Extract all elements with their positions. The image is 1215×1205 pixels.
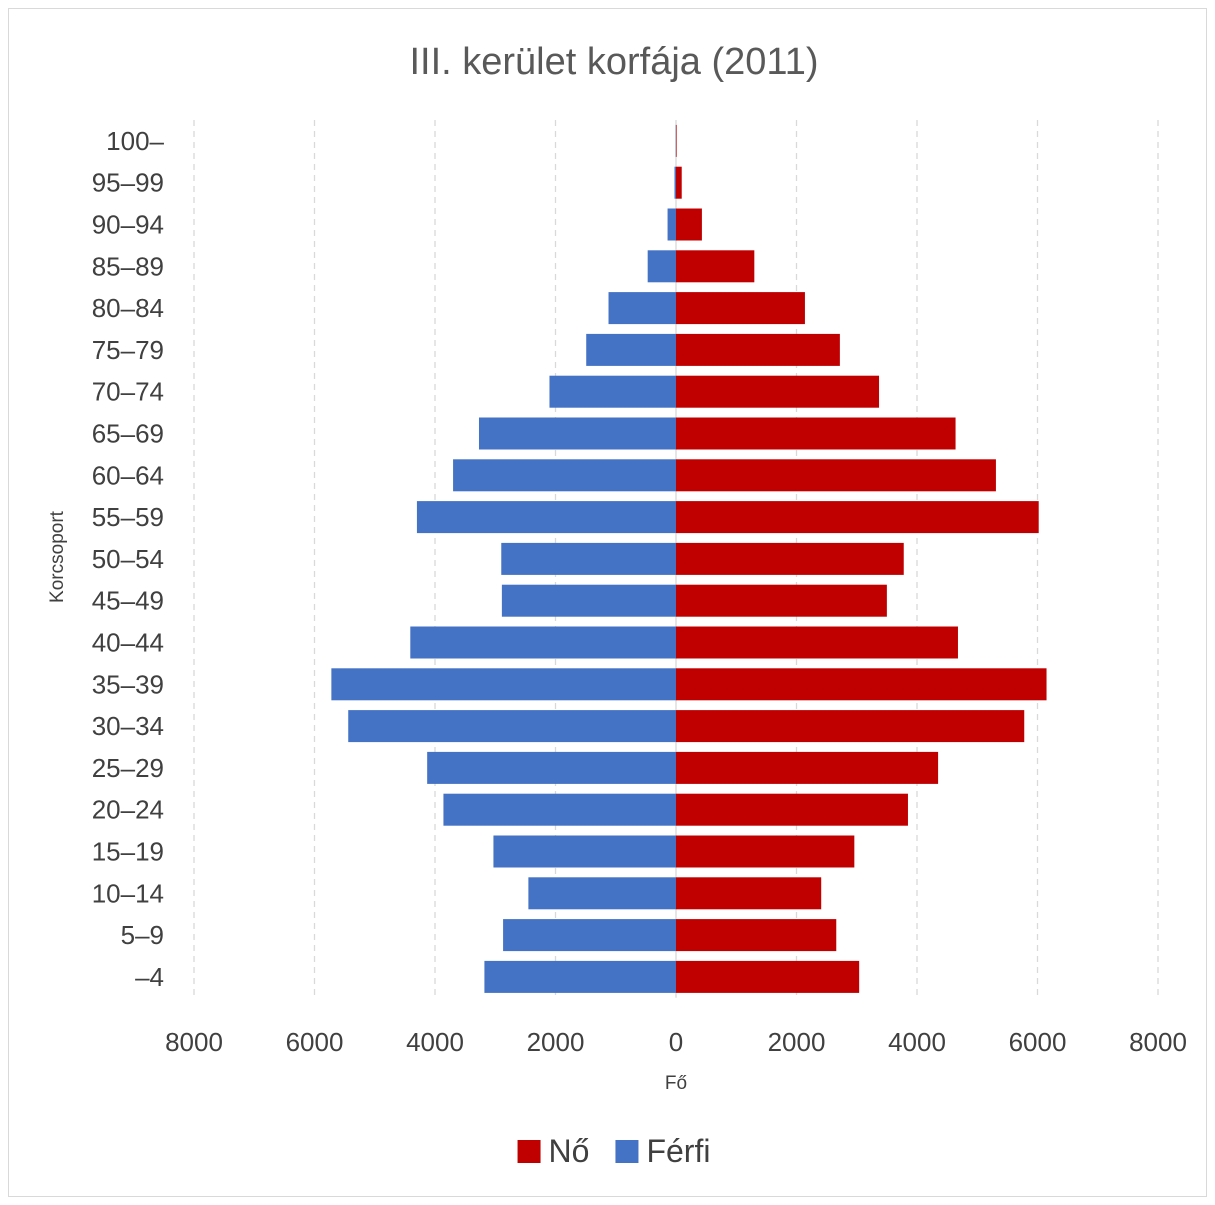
y-tick-label: 60–64 [92,460,164,490]
female-bar [676,877,822,910]
y-tick-label: 55–59 [92,502,164,532]
y-tick-label: 80–84 [92,293,164,323]
male-bar [443,793,676,826]
female-bar [676,584,887,617]
population-pyramid-chart: III. kerület korfája (2011) –4 5–9 10–14 15… [47,41,1187,1169]
female-bar [676,208,702,241]
chart-title: III. kerület korfája (2011) [409,41,818,83]
female-bar [676,417,956,450]
chart-frame: III. kerület korfája (2011) –4 5–9 10–14 15… [8,8,1207,1197]
y-tick-label: 75–79 [92,335,164,365]
y-tick-label: 100– [106,126,164,156]
male-bar [453,459,676,492]
y-tick-label: 25–29 [92,753,164,783]
legend-label: Nő [549,1133,590,1169]
y-axis-title: Korcsoport [47,510,68,603]
y-tick-label: 5–9 [121,920,164,950]
male-bar [528,877,676,910]
female-bar [676,501,1039,534]
female-bar [676,960,860,993]
female-bar [676,459,996,492]
female-bar [676,542,904,575]
bars [331,124,1047,993]
y-tick-label: 35–39 [92,669,164,699]
female-bar [676,375,880,408]
female-bar [676,124,677,157]
x-tick-label: 4000 [888,1027,946,1057]
x-axis-title: Fő [665,1073,687,1094]
male-bar [667,208,676,241]
female-bar [676,835,855,868]
legend: Nő Férfi [517,1133,710,1169]
x-tick-label: 2000 [527,1027,585,1057]
y-tick-label: 20–24 [92,795,164,825]
male-bar [416,501,676,534]
x-tick-label: 0 [669,1027,683,1057]
female-bar [676,626,958,659]
male-bar [647,250,676,283]
y-tick-label: 85–89 [92,251,164,281]
legend-swatch [517,1140,541,1163]
female-bar [676,250,755,283]
x-tick-label: 4000 [406,1027,464,1057]
male-bar [410,626,676,659]
y-tick-label: 90–94 [92,210,164,240]
female-bar [676,668,1047,701]
x-tick-label: 6000 [286,1027,344,1057]
male-bar [427,751,676,784]
x-tick-label: 8000 [1129,1027,1187,1057]
female-bar [676,166,682,199]
x-tick-label: 6000 [1009,1027,1067,1057]
male-bar [586,333,676,366]
male-bar [493,835,676,868]
y-tick-label: 30–34 [92,711,164,741]
y-tick-label: –4 [135,962,164,992]
y-tick-label: 10–14 [92,878,164,908]
female-bar [676,292,805,325]
legend-label: Férfi [646,1133,710,1169]
male-bar [501,542,676,575]
male-bar [503,919,676,952]
y-tick-label: 95–99 [92,168,164,198]
x-tick-label: 2000 [768,1027,826,1057]
female-bar [676,751,939,784]
male-bar [549,375,676,408]
x-tick-label: 8000 [165,1027,223,1057]
female-bar [676,919,837,952]
y-axis-tick-labels: –4 5–9 10–14 15–19 20–24 25–29 30–34 35–39 40–44… [92,126,165,992]
y-tick-label: 70–74 [92,377,164,407]
male-bar [674,166,676,199]
male-bar [478,417,676,450]
y-tick-label: 65–69 [92,419,164,449]
y-tick-label: 15–19 [92,837,164,867]
male-bar [331,668,676,701]
legend-swatch [615,1140,639,1163]
y-tick-label: 45–49 [92,586,164,616]
male-bar [484,960,676,993]
y-tick-label: 40–44 [92,628,164,658]
female-bar [676,710,1025,743]
male-bar [608,292,676,325]
male-bar [348,710,676,743]
female-bar [676,333,840,366]
female-bar [676,793,908,826]
x-axis-tick-labels: 8000 6000 4000 2000 0 2000 4000 6000 8000 [165,1027,1187,1057]
y-tick-label: 50–54 [92,544,164,574]
male-bar [501,584,676,617]
